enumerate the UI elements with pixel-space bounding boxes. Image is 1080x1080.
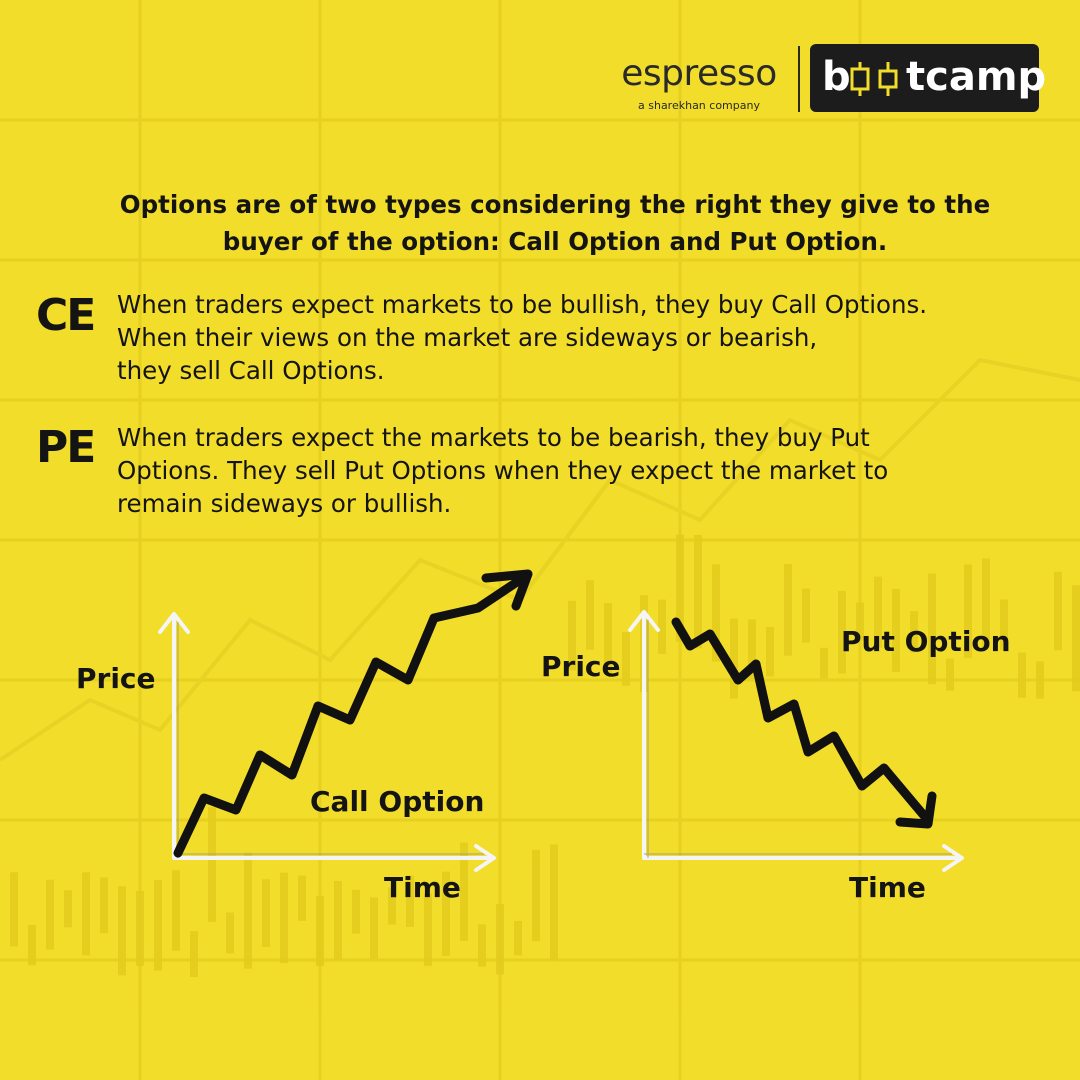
background-bar — [1018, 652, 1026, 698]
put-x-axis-label: Time — [849, 871, 926, 904]
candlestick-icon — [878, 62, 898, 96]
background-bar — [532, 849, 540, 942]
background-bar — [856, 602, 864, 641]
pe-tag: PE — [36, 422, 96, 473]
background-bar — [298, 875, 306, 921]
background-bar — [712, 564, 720, 662]
put-x-arrowhead — [942, 844, 964, 872]
background-bar — [1000, 599, 1008, 651]
put-trend-line — [671, 617, 931, 823]
background-bar — [262, 879, 270, 947]
background-bar — [388, 887, 396, 925]
candlestick-icon — [850, 62, 870, 96]
badge-text-start: b — [822, 54, 851, 100]
background-bar — [604, 603, 612, 674]
call-trend-line — [173, 571, 531, 858]
background-bar — [910, 611, 918, 653]
brand-name: espresso — [621, 53, 777, 94]
background-bar — [28, 924, 36, 966]
background-bar — [514, 920, 522, 956]
pe-description: When traders expect the markets to be be… — [117, 423, 889, 518]
background-bar — [136, 891, 144, 966]
background-bar — [946, 658, 954, 691]
ce-description: When traders expect markets to be bullis… — [117, 290, 928, 385]
brand-logo: espresso a sharekhan company b tcamp — [608, 44, 1046, 114]
background-bar — [676, 534, 684, 642]
background-bar — [802, 588, 810, 643]
background-bar — [118, 886, 126, 976]
background-bar — [766, 627, 774, 677]
background-bar — [496, 904, 504, 975]
background-bar — [370, 897, 378, 959]
background-bar — [280, 872, 288, 964]
brand-divider — [798, 46, 800, 112]
background-bar — [10, 872, 18, 947]
put-trend-arrowhead — [895, 791, 937, 829]
background-bar — [208, 807, 216, 922]
background-bar — [82, 872, 90, 956]
background-bar — [874, 576, 882, 648]
background-bar — [352, 889, 360, 934]
background-bar — [964, 564, 972, 659]
call-y-arrowhead — [158, 612, 190, 634]
background-bar — [172, 870, 180, 951]
bootcamp-badge: b tcamp — [810, 44, 1046, 112]
background-bar — [226, 912, 234, 954]
background-bar — [478, 924, 486, 967]
background-bar — [1036, 661, 1044, 699]
background-bar — [928, 573, 936, 685]
background-bar — [154, 880, 162, 971]
background-bar — [46, 879, 54, 950]
background-bar — [658, 599, 666, 655]
background-bar — [892, 588, 900, 672]
call-trend-arrowhead — [481, 569, 533, 611]
background-bar — [190, 931, 198, 977]
background-bar — [244, 852, 252, 969]
background-bar — [586, 580, 594, 650]
badge-text-end: tcamp — [906, 54, 1047, 100]
headline: Options are of two types considering the… — [119, 190, 991, 256]
background-bar — [568, 600, 576, 671]
background-bar — [784, 564, 792, 656]
background-bar — [982, 558, 990, 648]
call-x-arrowhead — [474, 844, 496, 872]
ce-tag: CE — [36, 290, 96, 341]
background-bar — [748, 619, 756, 679]
call-y-axis-label: Price — [76, 662, 156, 695]
background-bar — [100, 877, 108, 934]
background-bar — [460, 842, 468, 941]
background-bar — [550, 844, 558, 961]
background-bar — [424, 893, 432, 966]
background-bar — [730, 618, 738, 699]
put-chart-axes — [628, 610, 964, 872]
call-option-title: Call Option — [310, 785, 485, 818]
call-chart-axes — [158, 612, 496, 872]
background-bar — [1054, 571, 1062, 651]
background-bar — [838, 590, 846, 674]
background-bar — [442, 871, 450, 956]
put-y-axis-label: Price — [541, 650, 621, 683]
background-bar — [820, 647, 828, 679]
background-bar — [694, 534, 702, 649]
background-bar — [622, 632, 630, 686]
background-bar — [64, 890, 72, 928]
call-x-axis-label: Time — [384, 871, 461, 904]
background-bar — [1072, 585, 1080, 692]
put-option-title: Put Option — [841, 625, 1011, 658]
background-bar — [406, 875, 414, 927]
background-bar — [316, 895, 324, 967]
put-y-arrowhead — [628, 610, 660, 632]
background-bar — [334, 880, 342, 961]
brand-tagline: a sharekhan company — [638, 99, 760, 112]
